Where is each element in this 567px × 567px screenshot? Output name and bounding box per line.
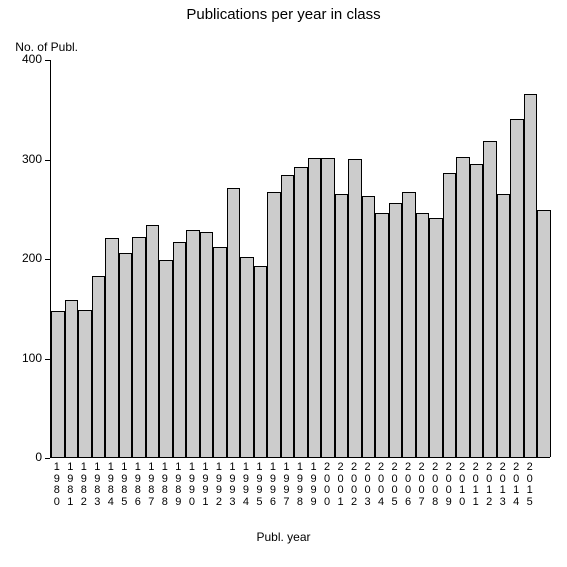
bar [173, 242, 187, 457]
chart-container: Publications per year in class No. of Pu… [0, 0, 567, 567]
x-tick-label: 2 0 0 0 [320, 462, 334, 508]
bar [119, 253, 133, 457]
chart-title: Publications per year in class [0, 6, 567, 23]
bar [186, 230, 200, 457]
x-tick-label: 1 9 9 2 [212, 462, 226, 508]
y-tick-mark [45, 160, 50, 161]
y-tick-mark [45, 359, 50, 360]
y-tick-mark [45, 259, 50, 260]
x-tick-label: 1 9 9 4 [239, 462, 253, 508]
bar [254, 266, 268, 457]
bar [105, 238, 119, 457]
x-tick-label: 2 0 0 4 [374, 462, 388, 508]
bar [429, 218, 443, 457]
bar [213, 247, 227, 457]
x-tick-label: 1 9 9 8 [293, 462, 307, 508]
y-tick-label: 0 [12, 450, 42, 464]
x-tick-label: 2 0 0 2 [347, 462, 361, 508]
bar [362, 196, 376, 457]
x-tick-label: 1 9 8 0 [50, 462, 64, 508]
bar [510, 119, 524, 457]
x-tick-label: 2 0 1 3 [496, 462, 510, 508]
x-tick-label: 1 9 8 8 [158, 462, 172, 508]
bar [321, 158, 335, 457]
bar [200, 232, 214, 457]
x-tick-label: 2 0 1 2 [482, 462, 496, 508]
x-tick-label: 2 0 1 1 [469, 462, 483, 508]
y-tick-label: 300 [12, 152, 42, 166]
bar [159, 260, 173, 457]
bar [281, 175, 295, 457]
plot-area [50, 60, 550, 458]
x-tick-label: 1 9 9 5 [253, 462, 267, 508]
x-tick-label: 2 0 0 3 [361, 462, 375, 508]
bar [375, 213, 389, 457]
bar [65, 300, 79, 457]
x-tick-label: 1 9 8 3 [91, 462, 105, 508]
x-tick-label: 1 9 8 5 [118, 462, 132, 508]
bar [92, 276, 106, 457]
bar [497, 194, 511, 457]
bar [267, 192, 281, 457]
x-tick-label: 2 0 1 5 [523, 462, 537, 508]
x-tick-label: 1 9 8 9 [172, 462, 186, 508]
x-tick-label: 1 9 9 9 [307, 462, 321, 508]
x-tick-label: 1 9 9 7 [280, 462, 294, 508]
bar [308, 158, 322, 457]
bar [456, 157, 470, 457]
bar [227, 188, 241, 457]
x-tick-label: 1 9 8 1 [64, 462, 78, 508]
bar [51, 311, 65, 457]
bar [483, 141, 497, 457]
x-axis-label: Publ. year [0, 530, 567, 544]
bar [294, 167, 308, 457]
bar [335, 194, 349, 457]
x-tick-label: 2 0 0 6 [401, 462, 415, 508]
x-tick-label: 2 0 0 8 [428, 462, 442, 508]
y-tick-mark [45, 60, 50, 61]
x-tick-label: 1 9 8 4 [104, 462, 118, 508]
x-tick-label: 2 0 1 0 [455, 462, 469, 508]
bar [132, 237, 146, 457]
bar [348, 159, 362, 458]
bar [537, 210, 551, 457]
x-tick-label: 1 9 9 0 [185, 462, 199, 508]
bar [443, 173, 457, 457]
x-tick-label: 2 0 0 9 [442, 462, 456, 508]
x-tick-label: 2 0 0 1 [334, 462, 348, 508]
bar [389, 203, 403, 457]
y-tick-label: 200 [12, 251, 42, 265]
y-tick-label: 400 [12, 52, 42, 66]
x-tick-label: 1 9 9 6 [266, 462, 280, 508]
x-tick-label: 1 9 8 2 [77, 462, 91, 508]
x-tick-label: 1 9 9 3 [226, 462, 240, 508]
y-tick-label: 100 [12, 351, 42, 365]
x-tick-label: 2 0 0 7 [415, 462, 429, 508]
bar [78, 310, 92, 457]
y-tick-mark [45, 458, 50, 459]
bar [470, 164, 484, 457]
x-tick-label: 2 0 1 4 [509, 462, 523, 508]
x-tick-label: 2 0 0 5 [388, 462, 402, 508]
x-tick-label: 1 9 8 7 [145, 462, 159, 508]
bar [416, 213, 430, 457]
bar [240, 257, 254, 457]
bar [146, 225, 160, 457]
bar [402, 192, 416, 457]
x-tick-label: 1 9 8 6 [131, 462, 145, 508]
x-tick-label: 1 9 9 1 [199, 462, 213, 508]
bar [524, 94, 538, 457]
